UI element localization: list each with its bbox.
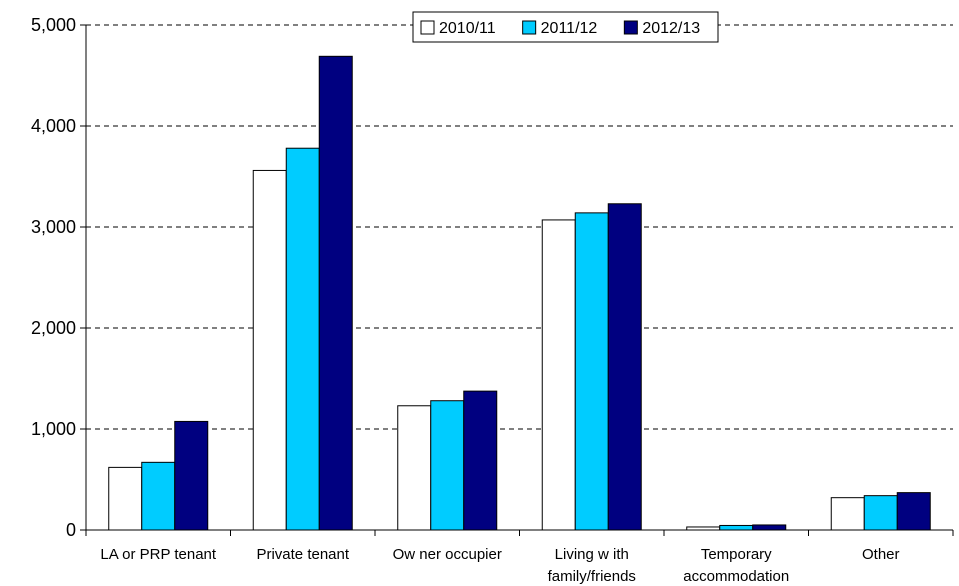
y-tick-label: 0 bbox=[66, 520, 76, 540]
bar-2011-12-4 bbox=[719, 524, 754, 531]
x-category-label-line: Private tenant bbox=[256, 546, 349, 563]
x-category-label: Temporary accommodation bbox=[683, 546, 789, 585]
y-tick-label: 3,000 bbox=[31, 217, 76, 237]
legend-label: 2011/12 bbox=[541, 20, 598, 37]
x-category-label-line: Living w ith bbox=[555, 546, 629, 563]
bar-2011-12-0 bbox=[141, 461, 176, 531]
bar-2010-11-2 bbox=[397, 405, 432, 531]
legend-box bbox=[412, 11, 719, 43]
legend-swatch bbox=[420, 20, 435, 35]
bar-2012-13-2 bbox=[463, 390, 498, 531]
x-category-label: Living w ith family/friends bbox=[548, 546, 636, 585]
bar-2012-13-4 bbox=[752, 524, 787, 531]
legend: 2010/11 2011/12 2012/13 bbox=[412, 11, 719, 43]
bar-2010-11-5 bbox=[830, 497, 865, 531]
x-category-label-line: LA or PRP tenant bbox=[100, 546, 216, 563]
axes bbox=[85, 25, 954, 536]
bar-2010-11-1 bbox=[252, 169, 287, 531]
x-category-label: Private tenant bbox=[256, 546, 349, 563]
legend-label: 2010/11 bbox=[439, 20, 496, 37]
x-category-label-line: Ow ner occupier bbox=[393, 546, 502, 563]
x-category-label-line: Temporary bbox=[701, 546, 772, 563]
bar-2012-13-0 bbox=[174, 420, 209, 531]
legend-swatch bbox=[623, 20, 638, 35]
bar-2011-12-3 bbox=[574, 212, 609, 531]
legend-swatch bbox=[522, 20, 537, 35]
bar-2011-12-1 bbox=[285, 147, 320, 531]
x-category-label-line: Other bbox=[862, 546, 900, 563]
x-axis-labels: LA or PRP tenant Private tenant Ow ner occ… bbox=[100, 546, 899, 585]
bar-2012-13-3 bbox=[607, 203, 642, 531]
bar-2012-13-1 bbox=[318, 55, 353, 531]
y-tick-label: 1,000 bbox=[31, 419, 76, 439]
gridlines bbox=[86, 24, 953, 430]
bar-2012-13-5 bbox=[896, 492, 931, 531]
bar-2011-12-2 bbox=[430, 400, 465, 531]
y-axis-ticks: 0 1,000 2,000 3,000 4,000 5,000 bbox=[31, 15, 86, 540]
x-category-label: Other bbox=[862, 546, 900, 563]
bar-2010-11-3 bbox=[541, 219, 576, 531]
bars bbox=[108, 55, 931, 531]
bar-2011-12-5 bbox=[863, 495, 898, 531]
bar-2010-11-0 bbox=[108, 466, 143, 531]
x-category-label-line: family/friends bbox=[548, 568, 636, 585]
y-tick-label: 4,000 bbox=[31, 116, 76, 136]
x-category-label-line: accommodation bbox=[683, 568, 789, 585]
x-category-label: Ow ner occupier bbox=[393, 546, 502, 563]
legend-label: 2012/13 bbox=[642, 20, 700, 37]
x-category-label: LA or PRP tenant bbox=[100, 546, 216, 563]
y-tick-label: 5,000 bbox=[31, 15, 76, 35]
y-tick-label: 2,000 bbox=[31, 318, 76, 338]
